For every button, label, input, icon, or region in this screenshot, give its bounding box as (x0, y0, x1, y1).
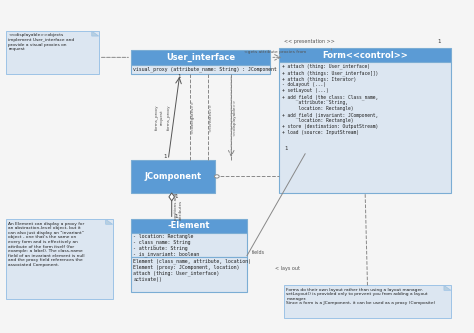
Text: forms_proxy
request: forms_proxy request (155, 104, 163, 130)
Text: forms_proxy: forms_proxy (166, 104, 171, 130)
Text: 1: 1 (174, 214, 177, 219)
Text: -Element: -Element (168, 221, 210, 230)
Text: 1: 1 (437, 39, 440, 44)
FancyBboxPatch shape (280, 63, 451, 193)
FancyBboxPatch shape (131, 65, 270, 74)
Text: visual_proxy (attribute_name: String) : JComponent: visual_proxy (attribute_name: String) : … (134, 66, 277, 72)
FancyBboxPatch shape (131, 232, 247, 257)
Text: fields: fields (252, 250, 265, 255)
Text: Form<<control>>: Form<<control>> (322, 51, 408, 60)
Text: 1: 1 (284, 147, 288, 152)
Circle shape (215, 175, 219, 178)
Text: Forms do their own layout rather than using a layout manager.
setLayout() is pro: Forms do their own layout rather than us… (286, 288, 436, 305)
FancyBboxPatch shape (284, 285, 451, 318)
Text: <<delegates>>: <<delegates>> (191, 100, 195, 134)
FancyBboxPatch shape (131, 257, 247, 292)
Text: User_interface: User_interface (166, 53, 235, 62)
Polygon shape (92, 31, 99, 36)
Polygon shape (106, 219, 113, 224)
FancyBboxPatch shape (131, 160, 215, 193)
FancyBboxPatch shape (280, 48, 451, 63)
Text: JComponent: JComponent (144, 172, 201, 181)
Text: - location: Rectangle
- class_name: String
- attribute: String
- is_invariant: b: - location: Rectangle - class_name: Stri… (134, 234, 200, 257)
Text: <<creates>>: <<creates>> (209, 103, 213, 132)
Text: An Element can display a proxy for
an abstraction-level object, but it
can also : An Element can display a proxy for an ab… (9, 222, 85, 267)
FancyBboxPatch shape (6, 31, 99, 74)
Text: <gets attribute proxies from: <gets attribute proxies from (244, 50, 306, 54)
Text: < lays out: < lays out (275, 266, 300, 271)
Polygon shape (444, 285, 451, 290)
Text: + attach (thing: User_interface)
+ attach (things: User_interface[])
+ attach (t: + attach (thing: User_interface) + attac… (282, 64, 378, 135)
Text: positions and
attributes: positions and attributes (174, 192, 182, 220)
Text: <<displayable>>objects
implement User_interface and
provide a visual proxies on
: <<displayable>>objects implement User_in… (9, 33, 74, 51)
Text: << presentation >>: << presentation >> (284, 39, 335, 44)
FancyBboxPatch shape (6, 219, 113, 299)
Text: <<displayable>>: <<displayable>> (233, 98, 237, 136)
Text: Element (class_name, attribute, location)
Element (proxy: JComponent, location)
: Element (class_name, attribute, location… (134, 259, 251, 282)
Text: 1: 1 (177, 74, 181, 79)
Polygon shape (169, 193, 174, 201)
Text: 1: 1 (164, 154, 167, 159)
Text: 1: 1 (174, 194, 177, 199)
FancyBboxPatch shape (131, 50, 270, 65)
FancyBboxPatch shape (131, 219, 247, 232)
